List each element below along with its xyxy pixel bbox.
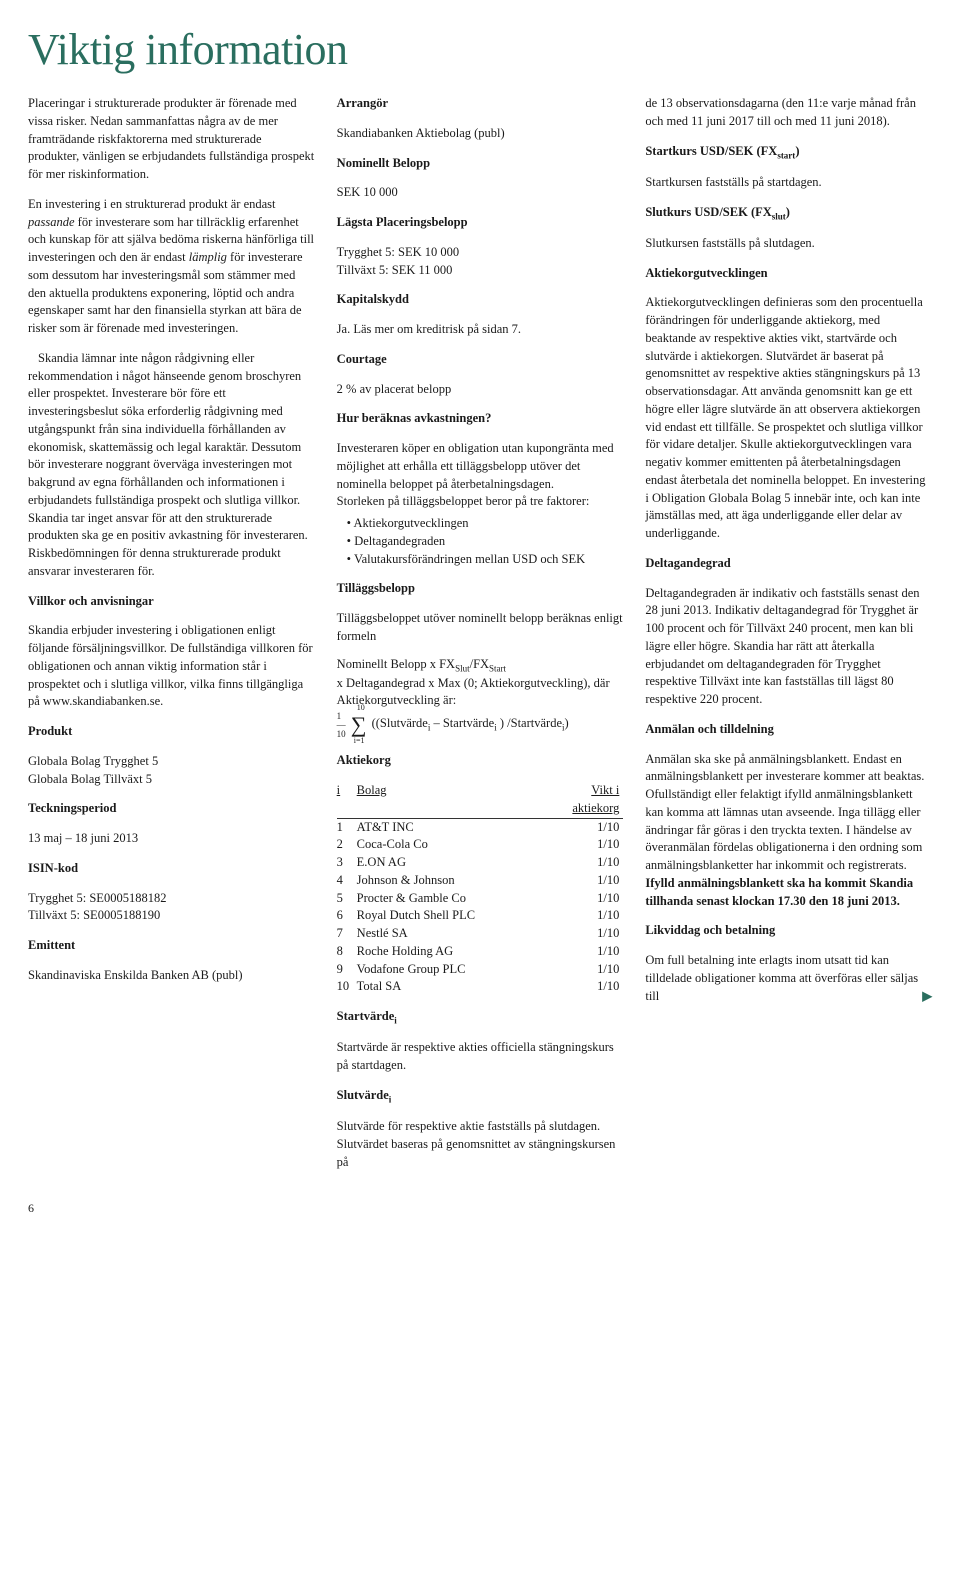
basket-dev-heading: Aktiekorgutvecklingen bbox=[645, 265, 932, 283]
return-body-1: Investeraren köper en obligation utan ku… bbox=[337, 440, 624, 493]
settlement-heading: Likviddag och betalning bbox=[645, 922, 932, 940]
th-bolag: Bolag bbox=[357, 782, 570, 818]
column-2: Arrangör Skandiabanken Aktiebolag (publ)… bbox=[337, 95, 624, 1171]
factor-2: Deltagandegraden bbox=[347, 533, 624, 551]
content-columns: Placeringar i strukturerade produkter är… bbox=[28, 95, 932, 1171]
table-row: 6Royal Dutch Shell PLC1/10 bbox=[337, 907, 624, 925]
th-vikt: Vikt i aktiekorg bbox=[569, 782, 623, 818]
supplement-body: Tilläggsbeloppet utöver nominellt belopp… bbox=[337, 610, 624, 646]
table-row: 7Nestlé SA1/10 bbox=[337, 925, 624, 943]
table-row: 2Coca-Cola Co1/10 bbox=[337, 836, 624, 854]
start-fx-heading: Startkurs USD/SEK (FXstart) bbox=[645, 143, 932, 162]
capital-protection: Ja. Läs mer om kreditrisk på sidan 7. bbox=[337, 321, 624, 339]
page-title: Viktig information bbox=[28, 24, 932, 75]
start-fx-body: Startkursen fastställs på startdagen. bbox=[645, 174, 932, 192]
th-i: i bbox=[337, 782, 357, 818]
isin-heading: ISIN-kod bbox=[28, 860, 315, 878]
participation-heading: Deltagandegrad bbox=[645, 555, 932, 573]
table-row: 10Total SA1/10 bbox=[337, 978, 624, 996]
factor-3: Valutakursförändringen mellan USD och SE… bbox=[347, 551, 624, 569]
settlement-body: Om full betalning inte erlagts inom utsa… bbox=[645, 952, 932, 1005]
issuer: Skandinaviska Enskilda Banken AB (publ) bbox=[28, 967, 315, 985]
product-heading: Produkt bbox=[28, 723, 315, 741]
issuer-heading: Emittent bbox=[28, 937, 315, 955]
endvalue-heading: Slutvärdei bbox=[337, 1087, 624, 1106]
brokerage: 2 % av placerat belopp bbox=[337, 381, 624, 399]
product-2: Globala Bolag Tillväxt 5 bbox=[28, 771, 315, 789]
arranger-heading: Arrangör bbox=[337, 95, 624, 113]
suitability: En investering i en strukturerad produkt… bbox=[28, 196, 315, 338]
application-heading: Anmälan och tilldelning bbox=[645, 721, 932, 739]
table-row: 1AT&T INC1/10 bbox=[337, 818, 624, 836]
isin-2: Tillväxt 5: SE0005188190 bbox=[28, 907, 315, 925]
table-row: 9Vodafone Group PLC1/10 bbox=[337, 961, 624, 979]
brokerage-heading: Courtage bbox=[337, 351, 624, 369]
basket-table: i Bolag Vikt i aktiekorg 1AT&T INC1/102C… bbox=[337, 782, 624, 996]
min-invest-heading: Lägsta Placeringsbelopp bbox=[337, 214, 624, 232]
column-3: de 13 observationsdagarna (den 11:e varj… bbox=[645, 95, 932, 1171]
formula-block: Nominellt Belopp x FXSlut/FXStart x Delt… bbox=[337, 656, 624, 741]
column-1: Placeringar i strukturerade produkter är… bbox=[28, 95, 315, 1171]
subscription-heading: Teckningsperiod bbox=[28, 800, 315, 818]
arranger: Skandiabanken Aktiebolag (publ) bbox=[337, 125, 624, 143]
no-advice: Skandia lämnar inte någon rådgivning ell… bbox=[28, 350, 315, 581]
intro-risks: Placeringar i strukturerade produkter är… bbox=[28, 95, 315, 184]
table-row: 8Roche Holding AG1/10 bbox=[337, 943, 624, 961]
basket-dev-body: Aktiekorgutvecklingen definieras som den… bbox=[645, 294, 932, 543]
product-1: Globala Bolag Trygghet 5 bbox=[28, 753, 315, 771]
table-row: 5Procter & Gamble Co1/10 bbox=[337, 890, 624, 908]
continue-arrow-icon: ▶ bbox=[922, 988, 932, 1006]
min-invest-1: Trygghet 5: SEK 10 000 bbox=[337, 244, 624, 262]
min-invest-2: Tillväxt 5: SEK 11 000 bbox=[337, 262, 624, 280]
end-fx-body: Slutkursen fastställs på slutdagen. bbox=[645, 235, 932, 253]
table-row: 3E.ON AG1/10 bbox=[337, 854, 624, 872]
end-fx-heading: Slutkurs USD/SEK (FXslut) bbox=[645, 204, 932, 223]
endvalue-body: Slutvärde för respektive aktie fastställ… bbox=[337, 1118, 624, 1171]
nominal-heading: Nominellt Belopp bbox=[337, 155, 624, 173]
observation-days: de 13 observationsdagarna (den 11:e varj… bbox=[645, 95, 932, 131]
page-number: 6 bbox=[28, 1201, 932, 1216]
subscription-period: 13 maj – 18 juni 2013 bbox=[28, 830, 315, 848]
factor-1: Aktiekorgutvecklingen bbox=[347, 515, 624, 533]
capital-protection-heading: Kapitalskydd bbox=[337, 291, 624, 309]
return-body-2: Storleken på tilläggsbeloppet beror på t… bbox=[337, 493, 624, 511]
isin-1: Trygghet 5: SE0005188182 bbox=[28, 890, 315, 908]
supplement-heading: Tilläggsbelopp bbox=[337, 580, 624, 598]
participation-body: Deltagandegraden är indikativ och fastst… bbox=[645, 585, 932, 709]
return-heading: Hur beräknas avkastningen? bbox=[337, 410, 624, 428]
terms-heading: Villkor och anvisningar bbox=[28, 593, 315, 611]
basket-heading: Aktiekorg bbox=[337, 752, 624, 770]
return-factors: Aktiekorgutvecklingen Deltagandegraden V… bbox=[337, 515, 624, 568]
application-body: Anmälan ska ske på anmälningsblankett. E… bbox=[645, 751, 932, 911]
startvalue-body: Startvärde är respektive akties officiel… bbox=[337, 1039, 624, 1075]
table-row: 4Johnson & Johnson1/10 bbox=[337, 872, 624, 890]
nominal: SEK 10 000 bbox=[337, 184, 624, 202]
terms-body: Skandia erbjuder investering i obligatio… bbox=[28, 622, 315, 711]
startvalue-heading: Startvärdei bbox=[337, 1008, 624, 1027]
